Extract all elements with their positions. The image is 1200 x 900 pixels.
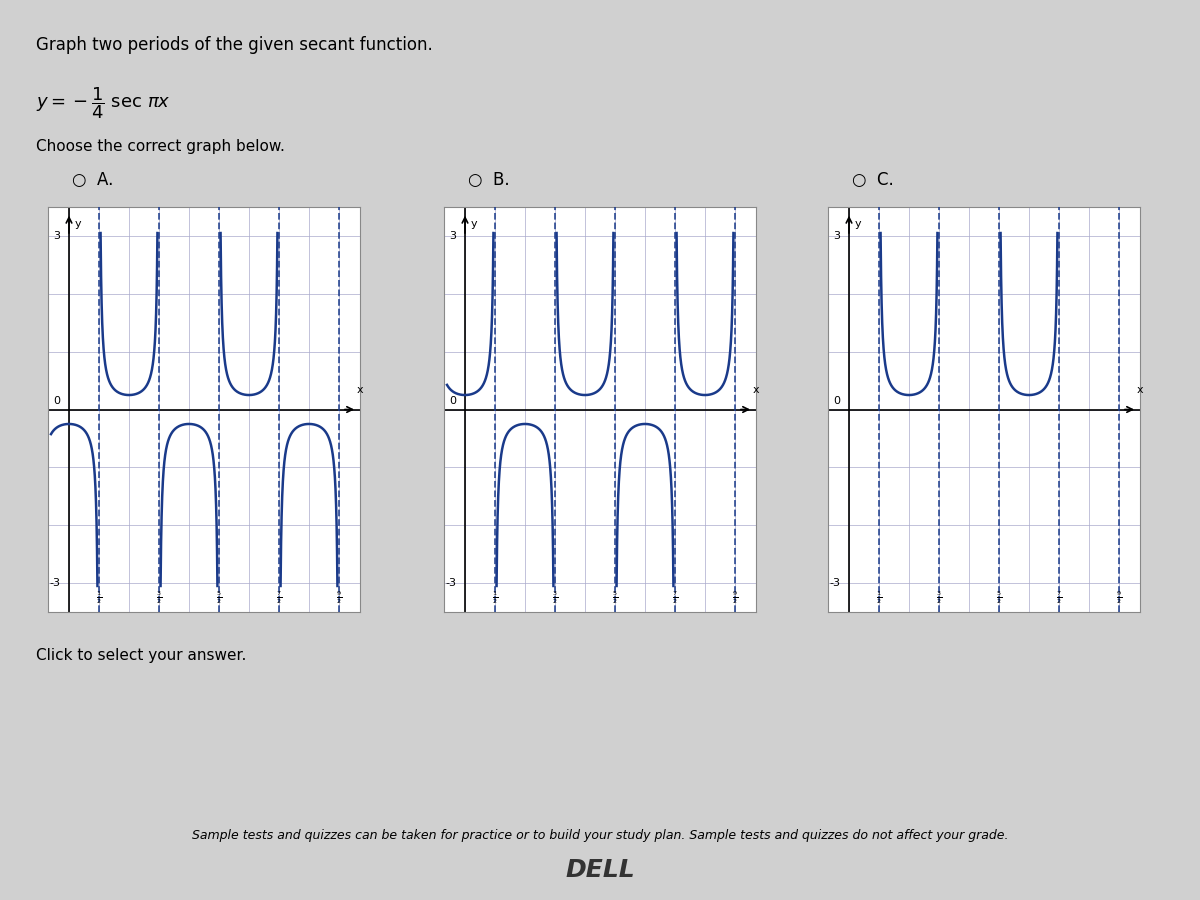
Text: $\frac{7}{2}$: $\frac{7}{2}$ [1056, 590, 1062, 607]
Text: -3: -3 [829, 578, 840, 588]
Text: $\frac{9}{2}$: $\frac{9}{2}$ [732, 590, 738, 607]
Text: Sample tests and quizzes can be taken for practice or to build your study plan. : Sample tests and quizzes can be taken fo… [192, 829, 1008, 842]
Text: $\frac{5}{2}$: $\frac{5}{2}$ [996, 590, 1002, 607]
Text: ○  B.: ○ B. [468, 171, 510, 189]
Text: DELL: DELL [565, 858, 635, 882]
Text: x: x [358, 385, 364, 395]
Text: $\frac{5}{2}$: $\frac{5}{2}$ [216, 590, 222, 607]
Text: $\frac{5}{2}$: $\frac{5}{2}$ [612, 590, 618, 607]
Text: $\frac{9}{2}$: $\frac{9}{2}$ [336, 590, 342, 607]
Text: Click to select your answer.: Click to select your answer. [36, 648, 246, 663]
Text: -3: -3 [445, 578, 456, 588]
Text: 3: 3 [53, 231, 60, 241]
Text: 3: 3 [833, 231, 840, 241]
Text: y: y [74, 219, 82, 229]
Text: x: x [1138, 385, 1144, 395]
Text: Graph two periods of the given secant function.: Graph two periods of the given secant fu… [36, 36, 433, 54]
Text: $\frac{3}{2}$: $\frac{3}{2}$ [936, 590, 942, 607]
Text: $\frac{3}{2}$: $\frac{3}{2}$ [552, 590, 558, 607]
Text: 3: 3 [449, 231, 456, 241]
Text: $y = -\dfrac{1}{4}\ \mathrm{sec}\ \pi x$: $y = -\dfrac{1}{4}\ \mathrm{sec}\ \pi x$ [36, 86, 170, 122]
Text: $\frac{1}{2}$: $\frac{1}{2}$ [492, 590, 498, 607]
Text: ○  A.: ○ A. [72, 171, 113, 189]
Text: Choose the correct graph below.: Choose the correct graph below. [36, 140, 284, 155]
Text: $\frac{1}{2}$: $\frac{1}{2}$ [876, 590, 882, 607]
Text: -3: -3 [49, 578, 60, 588]
Text: $\frac{1}{2}$: $\frac{1}{2}$ [96, 590, 102, 607]
Text: 0: 0 [53, 396, 60, 406]
Text: y: y [854, 219, 862, 229]
Text: x: x [754, 385, 760, 395]
Text: $\frac{3}{2}$: $\frac{3}{2}$ [156, 590, 162, 607]
Text: ○  C.: ○ C. [852, 171, 894, 189]
Text: y: y [470, 219, 478, 229]
Text: $\frac{9}{2}$: $\frac{9}{2}$ [1116, 590, 1122, 607]
Text: $\frac{7}{2}$: $\frac{7}{2}$ [276, 590, 282, 607]
Text: 0: 0 [833, 396, 840, 406]
Text: 0: 0 [449, 396, 456, 406]
Text: $\frac{7}{2}$: $\frac{7}{2}$ [672, 590, 678, 607]
